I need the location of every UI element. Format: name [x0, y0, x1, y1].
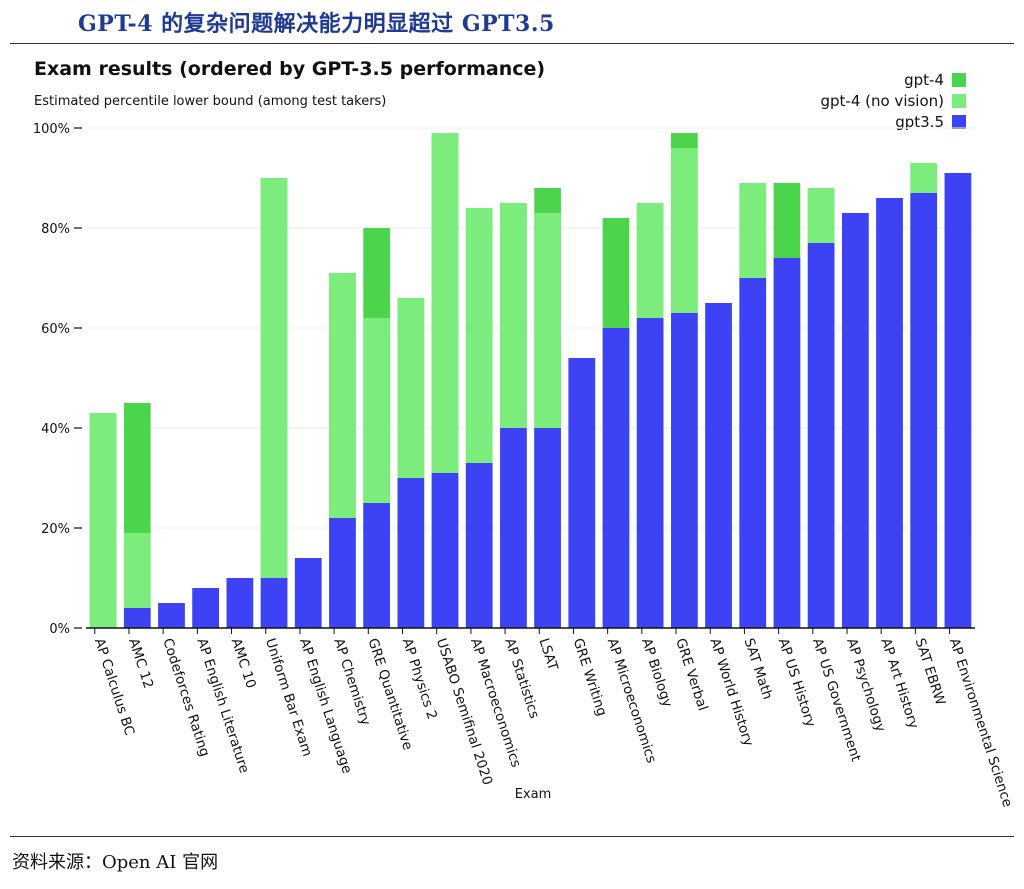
y-tick-label: 20%	[41, 522, 70, 537]
x-tick-label: SAT EBRW	[912, 636, 949, 707]
y-tick-label: 80%	[41, 222, 70, 237]
x-tick-label: LSAT	[535, 636, 561, 673]
legend-label-gpt35: gpt3.5	[895, 112, 944, 131]
x-tick-label: AP Physics 2	[399, 636, 440, 721]
bar-gpt35	[294, 558, 322, 628]
chart-title: Exam results (ordered by GPT-3.5 perform…	[34, 58, 546, 80]
bar-gpt35	[602, 328, 630, 628]
bar-gpt35	[363, 503, 390, 628]
x-tick-label: AMC 12	[125, 636, 156, 690]
legend-swatch-gpt4	[952, 72, 966, 87]
bar-gpt35	[500, 428, 527, 628]
bar-gpt35	[465, 463, 493, 628]
legend-item-gpt35: gpt3.5	[820, 111, 966, 132]
source-note: 资料来源：Open AI 官网	[12, 852, 219, 873]
bar-gpt35	[841, 213, 869, 628]
bar-gpt35	[739, 278, 767, 628]
x-tick-label: GRE Verbal	[672, 636, 710, 713]
x-tick-label: AP Environmental Science	[946, 636, 1016, 809]
bar-gpt35	[568, 358, 596, 628]
bar-gpt35	[773, 258, 801, 628]
bar-gpt35	[260, 578, 288, 628]
x-tick-label: GRE Writing	[570, 636, 610, 718]
legend-swatch-gpt35	[952, 114, 966, 129]
bar-gpt35	[192, 588, 220, 628]
bar-gpt35	[705, 303, 732, 628]
chart-subtitle: Estimated percentile lower bound (among …	[34, 94, 387, 109]
y-tick-label: 0%	[49, 622, 70, 637]
x-tick-label: AMC 10	[228, 636, 259, 690]
bar-gpt35	[123, 608, 151, 628]
bar-gpt35	[807, 243, 835, 628]
bar-gpt35	[534, 428, 561, 628]
bar-gpt35	[671, 313, 698, 628]
legend-item-gpt4: gpt-4	[820, 69, 966, 90]
x-tick-label: SAT Math	[741, 636, 776, 701]
bar-gpt35	[329, 518, 356, 628]
y-tick-label: 60%	[41, 322, 70, 337]
page-headline: GPT-4 的复杂问题解决能力明显超过 GPT3.5	[78, 11, 555, 37]
bar-gpt35	[876, 198, 903, 628]
legend-swatch-gpt4-no-vision	[952, 93, 966, 108]
bottom-divider	[10, 836, 1014, 837]
y-tick-label: 40%	[41, 422, 70, 437]
bar-gpt35	[944, 173, 972, 628]
bar-gpt35	[431, 473, 459, 628]
chart-legend: gpt-4 gpt-4 (no vision) gpt3.5	[820, 69, 966, 132]
x-tick-label: AP Biology	[638, 636, 675, 709]
bar-gpt35	[226, 578, 254, 628]
legend-label-gpt4: gpt-4	[904, 70, 944, 89]
x-axis-label: Exam	[515, 787, 552, 802]
legend-item-gpt4-no-vision: gpt-4 (no vision)	[820, 90, 966, 111]
bar-gpt35	[397, 478, 425, 628]
bar-gpt4-no-vision	[260, 178, 288, 628]
bar-gpt4-no-vision	[89, 413, 117, 628]
x-tick-label: AP Statistics	[501, 636, 542, 720]
top-divider	[10, 43, 1014, 44]
y-tick-label: 100%	[33, 122, 70, 137]
legend-label-gpt4-no-vision: gpt-4 (no vision)	[820, 91, 944, 110]
bar-gpt35	[910, 193, 938, 628]
bar-gpt35	[158, 603, 185, 628]
bar-gpt35	[636, 318, 664, 628]
